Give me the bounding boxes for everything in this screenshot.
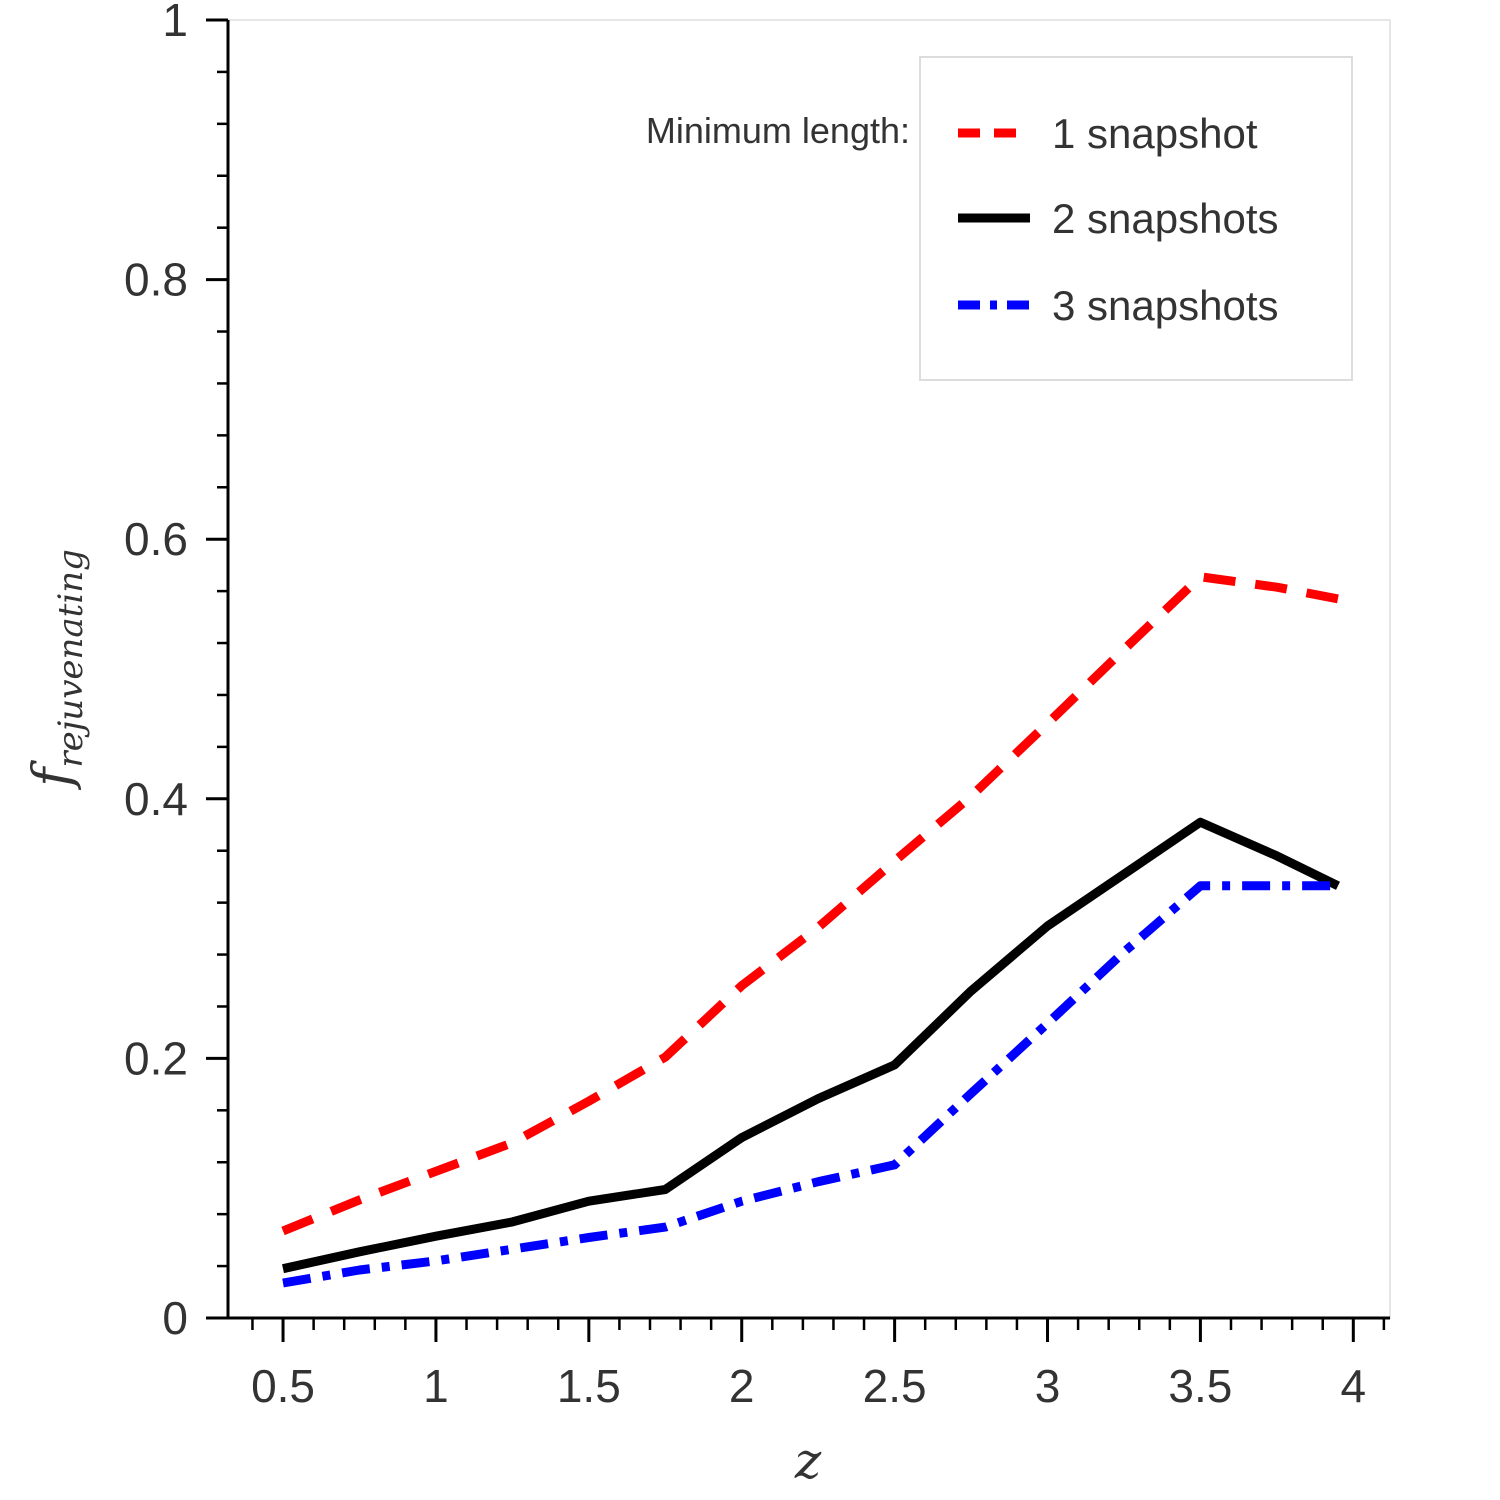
series-line-3 (282, 881, 1338, 1288)
x-tick-label: 3 (1035, 1360, 1061, 1412)
x-tick-label: 2.5 (863, 1360, 927, 1412)
legend-label-3: 3 snapshots (1052, 282, 1279, 329)
legend: Minimum length: 1 snapshot 2 snapshots 3 sn… (646, 56, 1353, 381)
y-axis-label-subscript: rejuvenating (51, 549, 91, 768)
series-layer (281, 572, 1340, 1288)
y-tick-label: 0.4 (124, 773, 188, 825)
axes-frame (226, 20, 1390, 1320)
x-tick-label: 1 (423, 1360, 449, 1412)
x-tick-label: 0.5 (251, 1360, 315, 1412)
y-tick-label: 0.8 (124, 254, 188, 306)
axis-ticks: 0 0.2 0.4 0.6 0.8 1 0.5 1 1.5 2 2.5 3 3.5 4 (124, 0, 1386, 1412)
x-tick-label: 2 (729, 1360, 755, 1412)
y-axis-label: frejuvenating (23, 549, 91, 791)
x-tick-label: 3.5 (1168, 1360, 1232, 1412)
y-tick-label: 0 (162, 1292, 188, 1344)
series-line-2 (282, 817, 1340, 1274)
x-axis-label: z (794, 1432, 822, 1490)
legend-label-1: 1 snapshot (1052, 110, 1258, 157)
y-tick-label: 0.6 (124, 513, 188, 565)
series-line-1 (281, 572, 1339, 1236)
legend-label-2: 2 snapshots (1052, 195, 1279, 242)
x-tick-label: 1.5 (557, 1360, 621, 1412)
y-tick-label: 1 (162, 0, 188, 46)
x-tick-label: 4 (1341, 1360, 1367, 1412)
y-tick-label: 0.2 (124, 1032, 188, 1084)
legend-title: Minimum length: (646, 110, 910, 151)
